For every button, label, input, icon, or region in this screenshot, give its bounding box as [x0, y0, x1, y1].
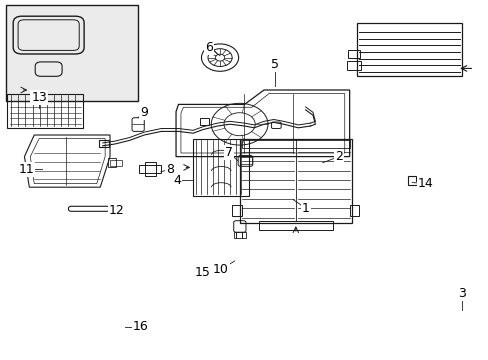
- Circle shape: [201, 44, 238, 71]
- Bar: [356, 23, 461, 76]
- Text: 8: 8: [166, 163, 174, 176]
- Text: 7: 7: [224, 146, 232, 159]
- Text: 1: 1: [301, 202, 309, 215]
- Bar: [6, 5, 138, 101]
- Text: 6: 6: [205, 41, 213, 54]
- Text: 15: 15: [194, 266, 210, 279]
- Text: 2: 2: [334, 150, 342, 163]
- Bar: [144, 162, 155, 176]
- Bar: [239, 139, 351, 223]
- Bar: [349, 205, 359, 216]
- Text: 4: 4: [173, 174, 181, 186]
- Bar: [347, 50, 360, 58]
- Bar: [139, 165, 161, 173]
- Bar: [193, 139, 249, 196]
- Bar: [99, 140, 109, 147]
- Text: 14: 14: [417, 177, 432, 190]
- Bar: [200, 118, 209, 125]
- Text: 13: 13: [31, 91, 47, 104]
- Text: 10: 10: [213, 263, 228, 276]
- Text: 5: 5: [271, 58, 279, 71]
- Text: 9: 9: [140, 106, 148, 119]
- Bar: [259, 221, 332, 230]
- Text: 12: 12: [108, 204, 124, 217]
- Bar: [233, 232, 245, 238]
- Text: 3: 3: [457, 287, 465, 300]
- Bar: [110, 160, 122, 166]
- Bar: [346, 61, 360, 70]
- Text: 11: 11: [19, 163, 34, 176]
- Bar: [7, 94, 83, 128]
- Bar: [239, 157, 251, 164]
- Bar: [232, 205, 242, 216]
- Text: 16: 16: [133, 320, 148, 333]
- Bar: [107, 158, 116, 167]
- Bar: [242, 140, 349, 148]
